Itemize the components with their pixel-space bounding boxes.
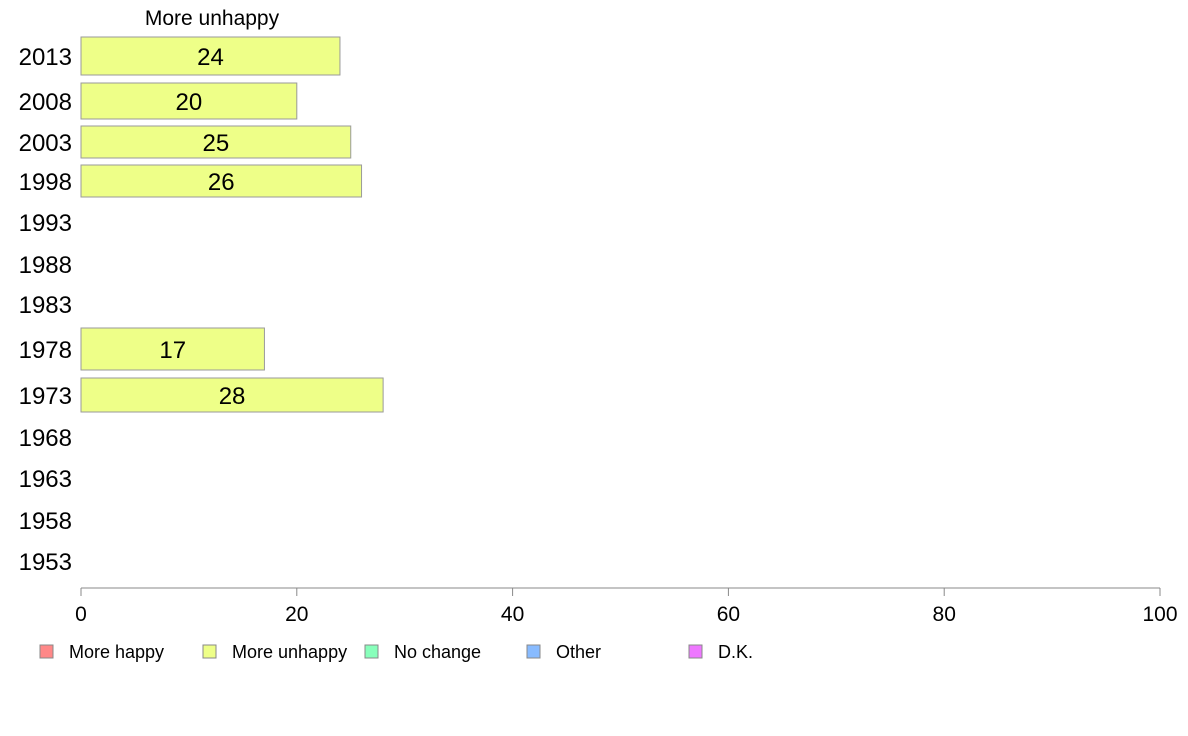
x-tick-label-100: 100 <box>1142 603 1177 626</box>
legend-swatch-more-happy <box>39 644 54 659</box>
year-label-1973: 1973 <box>19 383 72 410</box>
bar-value-label-2003: 25 <box>203 130 230 157</box>
x-tick-label-80: 80 <box>933 603 956 626</box>
year-label-1983: 1983 <box>19 292 72 319</box>
year-label-2003: 2003 <box>19 130 72 157</box>
year-label-2013: 2013 <box>19 44 72 71</box>
year-label-1958: 1958 <box>19 508 72 535</box>
year-label-1963: 1963 <box>19 466 72 493</box>
bar-2013 <box>80 36 341 76</box>
x-tick-label-20: 20 <box>285 603 308 626</box>
legend-swatch-no-change <box>364 644 379 659</box>
year-label-1993: 1993 <box>19 210 72 237</box>
bar-value-label-2008: 20 <box>176 89 203 116</box>
legend-label-other: Other <box>556 642 601 662</box>
x-tick-label-40: 40 <box>501 603 524 626</box>
bar-2003 <box>80 125 352 159</box>
x-tick-label-0: 0 <box>75 603 87 626</box>
legend-swatch-other <box>526 644 541 659</box>
legend-label-d-k: D.K. <box>718 642 753 662</box>
year-label-1968: 1968 <box>19 425 72 452</box>
bar-value-label-1998: 26 <box>208 169 235 196</box>
year-label-1953: 1953 <box>19 549 72 576</box>
x-axis: 0 20 40 60 80 100 <box>75 587 1178 626</box>
x-tick-label-60: 60 <box>717 603 740 626</box>
legend-label-more-happy: More happy <box>69 642 164 662</box>
year-label-2008: 2008 <box>19 89 72 116</box>
legend: More happy More unhappy No change Other D.K. <box>39 642 753 662</box>
bar-value-label-1978: 17 <box>159 337 186 364</box>
year-labels: 2013 2008 2003 1998 1993 1988 1983 1978 1973 1968… <box>19 44 72 576</box>
chart-title: More unhappy <box>145 7 280 30</box>
bar-1998 <box>80 164 363 198</box>
year-label-1978: 1978 <box>19 337 72 364</box>
year-label-1988: 1988 <box>19 252 72 279</box>
year-label-1998: 1998 <box>19 169 72 196</box>
legend-label-more-unhappy: More unhappy <box>232 642 347 662</box>
bar-value-label-2013: 24 <box>197 44 224 71</box>
bar-value-label-1973: 28 <box>219 383 246 410</box>
legend-label-no-change: No change <box>394 642 481 662</box>
legend-swatch-more-unhappy <box>202 644 217 659</box>
bar-2008 <box>80 82 298 120</box>
bar-1973 <box>80 377 384 413</box>
legend-swatch-d-k <box>688 644 703 659</box>
bar-1978 <box>80 327 265 371</box>
